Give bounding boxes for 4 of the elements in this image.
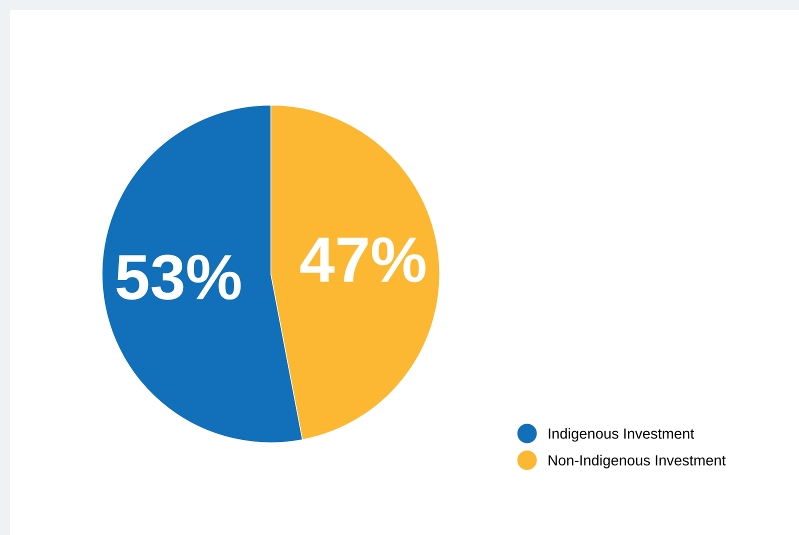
legend-label: Indigenous Investment — [548, 428, 694, 442]
data-label: 53% — [116, 254, 241, 300]
legend-label: Non-Indigenous Investment — [548, 454, 726, 468]
data-label: 47% — [300, 237, 426, 282]
